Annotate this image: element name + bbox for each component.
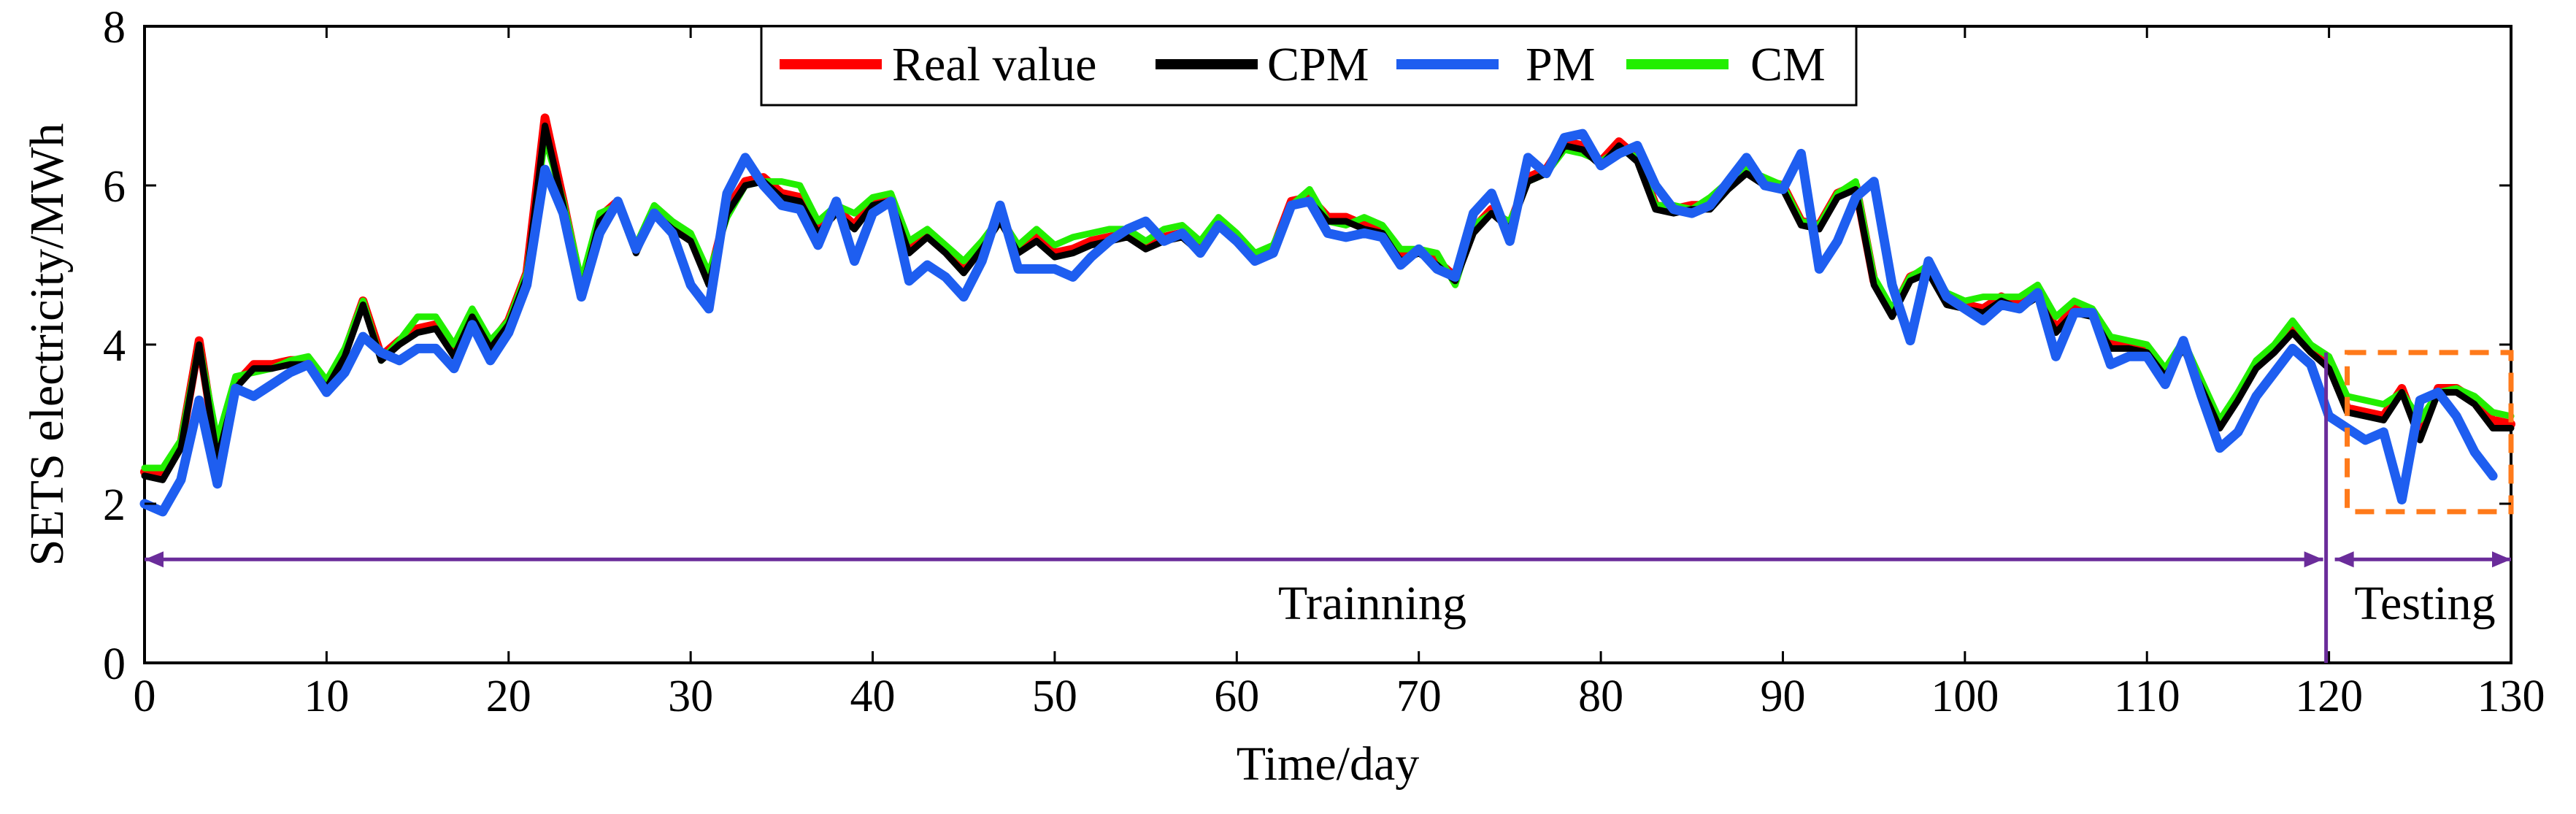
series-cpm — [141, 122, 2515, 483]
x-axis-title: Time/day — [1237, 737, 1420, 791]
legend-label-cpm: CPM — [1267, 38, 1369, 91]
testing-arrow-head-left — [2334, 551, 2354, 568]
y-axis-title: SETS electricity/MWh — [20, 123, 74, 567]
x-tick-label-60: 60 — [1214, 672, 1259, 721]
annotation-layer — [145, 350, 2514, 663]
y-tick-label-0: 0 — [103, 640, 126, 689]
series-layer — [139, 113, 2515, 517]
x-tick-label-0: 0 — [134, 672, 156, 721]
y-tick-label-4: 4 — [103, 321, 126, 371]
x-tick-label-110: 110 — [2114, 672, 2180, 721]
legend-label-cm: CM — [1750, 38, 1826, 91]
training-label: Trainning — [1278, 577, 1466, 630]
x-tick-label-50: 50 — [1032, 672, 1077, 721]
x-tick-label-90: 90 — [1760, 672, 1805, 721]
testing-label: Testing — [2354, 577, 2495, 630]
x-tick-label-120: 120 — [2295, 672, 2363, 721]
legend-label-real-value: Real value — [892, 38, 1096, 91]
training-arrow-head-left — [145, 551, 164, 568]
testing-highlight-box — [2345, 350, 2514, 515]
x-tick-label-100: 100 — [1931, 672, 1999, 721]
x-tick-label-20: 20 — [486, 672, 531, 721]
x-tick-label-70: 70 — [1396, 672, 1442, 721]
x-tick-label-80: 80 — [1578, 672, 1623, 721]
y-tick-label-6: 6 — [103, 162, 126, 212]
legend-label-pm: PM — [1526, 38, 1595, 91]
x-tick-label-30: 30 — [668, 672, 713, 721]
y-tick-label-8: 8 — [103, 3, 126, 53]
training-arrow-head-right — [2304, 551, 2323, 568]
y-tick-label-2: 2 — [103, 480, 126, 530]
x-tick-label-10: 10 — [304, 672, 349, 721]
testing-arrow-head-right — [2492, 551, 2511, 568]
axis-layer: 0 10 20 30 40 50 60 70 80 90 100 110 120 130 0 2 4 6 8 — [103, 3, 2545, 721]
x-tick-label-130: 130 — [2477, 672, 2545, 721]
legend: Real value CPM PM CM — [760, 25, 1858, 107]
series-pm — [139, 128, 2498, 517]
x-tick-label-40: 40 — [850, 672, 896, 721]
